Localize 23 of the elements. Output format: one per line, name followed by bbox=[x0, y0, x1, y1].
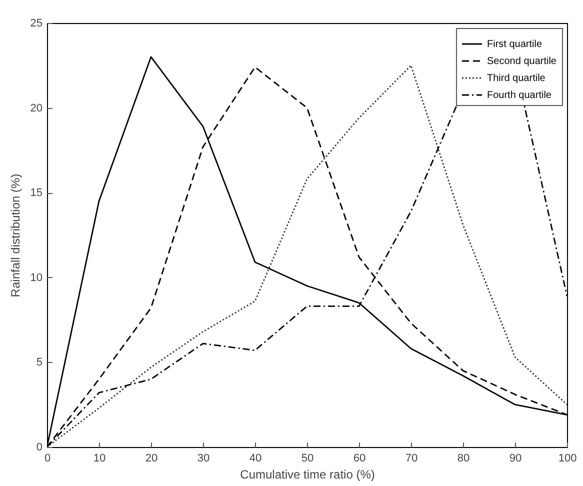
y-axis-title: Rainfall distribution (%) bbox=[8, 174, 22, 298]
legend-label: First quartile bbox=[487, 39, 542, 50]
x-tick-label: 90 bbox=[509, 452, 522, 464]
x-tick-label: 60 bbox=[353, 452, 366, 464]
legend-label: Fourth quartile bbox=[487, 90, 552, 101]
x-tick-label: 70 bbox=[405, 452, 418, 464]
legend-label: Second quartile bbox=[487, 56, 557, 67]
y-tick-label: 25 bbox=[30, 18, 42, 30]
x-tick-label: 80 bbox=[457, 452, 470, 464]
x-tick-label: 40 bbox=[249, 452, 262, 464]
y-tick-label: 0 bbox=[36, 442, 42, 454]
x-tick-label: 10 bbox=[93, 452, 106, 464]
x-axis-title: Cumulative time ratio (%) bbox=[240, 468, 375, 482]
x-tick-label: 0 bbox=[44, 452, 51, 464]
y-tick-label: 15 bbox=[30, 187, 42, 200]
x-tick-label: 100 bbox=[558, 452, 577, 464]
x-tick-label: 30 bbox=[197, 452, 210, 464]
x-tick-label: 20 bbox=[145, 452, 158, 464]
legend-label: Third quartile bbox=[487, 73, 546, 84]
y-tick-label: 20 bbox=[30, 102, 42, 114]
y-tick-label: 5 bbox=[36, 356, 42, 369]
x-tick-label: 50 bbox=[301, 452, 314, 464]
y-tick-label: 10 bbox=[30, 272, 42, 284]
